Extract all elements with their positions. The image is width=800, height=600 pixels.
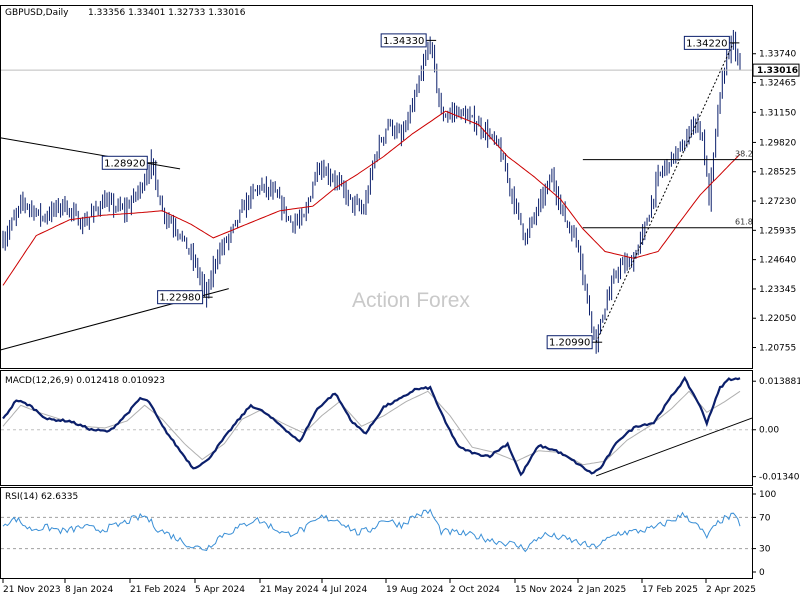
price-tick-label: 1.24640 bbox=[759, 256, 796, 266]
macd-panel: MACD(12,26,9) 0.012418 0.010923 0.013881… bbox=[0, 370, 800, 486]
macd-title: MACD(12,26,9) 0.012418 0.010923 bbox=[5, 376, 165, 386]
price-tick-label: 1.31150 bbox=[759, 108, 796, 118]
price-tick-label: 1.25935 bbox=[759, 226, 796, 236]
price-tick-label: 1.29820 bbox=[759, 138, 796, 148]
macd-tick-label: 0.00 bbox=[759, 426, 779, 436]
rsi-tick-label: 30 bbox=[759, 545, 771, 555]
price-annotation: 1.20990 bbox=[546, 335, 603, 350]
time-tick-label: 19 Aug 2024 bbox=[386, 585, 444, 595]
rsi-tick-label: 100 bbox=[759, 490, 776, 500]
time-tick-label: 15 Nov 2024 bbox=[515, 585, 573, 595]
time-tick-label: 2 Oct 2024 bbox=[450, 585, 500, 595]
price-ohlc: 1.33356 1.33401 1.32733 1.33016 bbox=[88, 8, 246, 18]
rsi-axis: 100 70 30 0 bbox=[752, 490, 776, 578]
macd-trendline bbox=[595, 417, 753, 477]
annotation-label: 1.20990 bbox=[549, 338, 590, 349]
price-tick-label: 1.27230 bbox=[759, 197, 796, 207]
time-tick-label: 17 Feb 2025 bbox=[642, 585, 698, 595]
rsi-tick-label: 70 bbox=[759, 513, 771, 523]
price-candles bbox=[2, 29, 741, 354]
annotation-label: 1.22980 bbox=[159, 293, 200, 304]
price-annotation: 1.34220 bbox=[683, 35, 740, 50]
time-tick-label: 21 May 2024 bbox=[260, 585, 319, 595]
current-price-box bbox=[752, 63, 800, 77]
moving-average-line bbox=[2, 110, 741, 286]
annotation-label: 1.34220 bbox=[686, 38, 727, 49]
rsi-line bbox=[2, 508, 741, 553]
time-tick-label: 21 Feb 2024 bbox=[130, 585, 186, 595]
time-tick-label: 8 Jan 2024 bbox=[65, 585, 113, 595]
price-tick-label: 1.28525 bbox=[759, 168, 796, 178]
price-tick-label: 1.20755 bbox=[759, 344, 796, 354]
price-annotation: 1.34330 bbox=[380, 33, 437, 48]
time-tick-label: 21 Nov 2023 bbox=[3, 585, 61, 595]
fib-level-label: 61.8 bbox=[735, 218, 753, 227]
macd-tick-label: 0.013881 bbox=[759, 377, 800, 387]
rsi-panel: RSI(14) 62.6335 100 70 30 0 bbox=[0, 487, 776, 579]
annotation-label: 1.28920 bbox=[104, 158, 145, 169]
price-trendlines: 38.2 61.8 bbox=[0, 42, 753, 351]
price-panel-frame bbox=[0, 5, 753, 369]
rsi-title: RSI(14) 62.6335 bbox=[5, 492, 78, 502]
price-annotation: 1.22980 bbox=[157, 290, 213, 305]
fib-level-label: 38.2 bbox=[735, 150, 753, 159]
annotation-box bbox=[683, 35, 730, 50]
price-tick-label: 1.22050 bbox=[759, 314, 796, 324]
price-tick-label: 1.23345 bbox=[759, 285, 796, 295]
dashed-trendline bbox=[595, 42, 734, 343]
annotation-box bbox=[101, 155, 148, 170]
annotation-box bbox=[546, 335, 593, 350]
time-tick-label: 2 Jan 2025 bbox=[578, 585, 626, 595]
price-panel: 38.2 61.8 1.34330 1.34220 1.28920 1.22980 1.2… bbox=[0, 5, 800, 369]
macd-signal-line bbox=[2, 390, 741, 466]
current-price-label: 1.33016 bbox=[757, 66, 798, 76]
price-symbol: GBPUSD,Daily bbox=[5, 8, 69, 18]
price-annotations: 1.34330 1.34220 1.28920 1.22980 1.20990 bbox=[101, 33, 740, 350]
annotation-box bbox=[380, 33, 427, 48]
watermark: Action Forex bbox=[352, 289, 470, 312]
time-tick-label: 5 Apr 2024 bbox=[195, 585, 245, 595]
rsi-panel-frame bbox=[0, 487, 753, 579]
price-axis: 1.33740 1.32465 1.31150 1.29820 1.28525 1.272… bbox=[752, 50, 800, 354]
price-tick-label: 1.32465 bbox=[759, 79, 796, 89]
time-tick-label: 4 Jul 2024 bbox=[322, 585, 367, 595]
annotation-box bbox=[157, 290, 204, 305]
macd-panel-frame bbox=[0, 370, 753, 486]
macd-line bbox=[2, 375, 741, 477]
trendline bbox=[0, 137, 181, 170]
price-tick-label: 1.33740 bbox=[759, 50, 796, 60]
annotation-label: 1.34330 bbox=[383, 36, 424, 47]
rsi-tick-label: 0 bbox=[759, 568, 765, 578]
macd-axis: 0.013881 0.00 -0.013402 bbox=[752, 377, 800, 483]
time-tick-label: 2 Apr 2025 bbox=[706, 585, 756, 595]
time-axis: 21 Nov 2023 8 Jan 2024 21 Feb 2024 5 Apr 20… bbox=[2, 579, 756, 595]
price-annotation: 1.28920 bbox=[101, 155, 158, 170]
macd-tick-label: -0.013402 bbox=[759, 473, 800, 483]
